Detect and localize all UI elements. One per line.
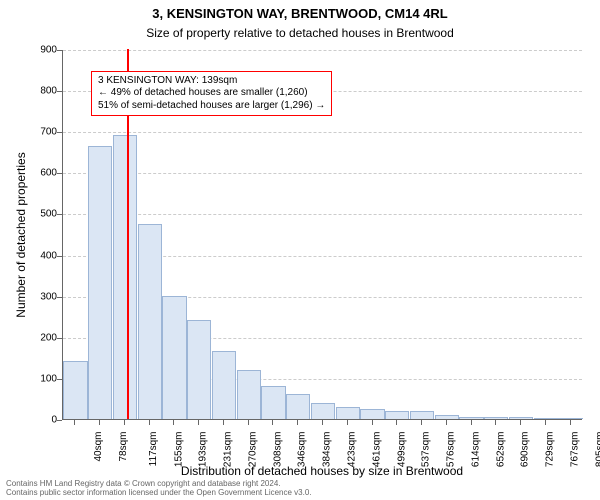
x-tick-mark [124,420,125,425]
y-tick-mark [57,256,62,257]
x-tick-mark [520,420,521,425]
y-tick-label: 800 [17,86,57,97]
y-tick-label: 900 [17,45,57,56]
y-tick-label: 500 [17,209,57,220]
annotation-line: ← 49% of detached houses are smaller (1,… [98,87,325,100]
histogram-bar [484,417,508,419]
histogram-bar [187,320,211,419]
footnote-line2: Contains public sector information licen… [6,489,312,498]
x-tick-label: 40sqm [93,432,104,462]
chart-container: 3, KENSINGTON WAY, BRENTWOOD, CM14 4RL S… [0,0,600,500]
x-tick-mark [396,420,397,425]
histogram-bar [286,394,310,419]
y-tick-label: 200 [17,332,57,343]
annotation-line: 51% of semi-detached houses are larger (… [98,100,325,113]
histogram-bar [534,418,558,419]
x-tick-label: 461sqm [371,432,382,468]
x-tick-label: 729sqm [545,432,556,468]
x-tick-label: 767sqm [569,432,580,468]
x-tick-mark [223,420,224,425]
histogram-bar [237,370,261,419]
grid-line [63,173,582,174]
annotation-box: 3 KENSINGTON WAY: 139sqm← 49% of detache… [91,71,332,117]
x-tick-label: 805sqm [594,432,600,468]
y-tick-label: 100 [17,373,57,384]
x-tick-mark [297,420,298,425]
y-tick-mark [57,420,62,421]
x-tick-label: 155sqm [173,432,184,468]
y-tick-mark [57,132,62,133]
chart-title: 3, KENSINGTON WAY, BRENTWOOD, CM14 4RL [0,6,600,21]
y-tick-mark [57,297,62,298]
y-tick-label: 400 [17,250,57,261]
histogram-bar [558,418,582,419]
x-tick-mark [446,420,447,425]
x-tick-mark [74,420,75,425]
y-axis-label-wrap: Number of detached properties [14,50,28,420]
grid-line [63,132,582,133]
histogram-bar [385,411,409,419]
chart-subtitle: Size of property relative to detached ho… [0,26,600,40]
histogram-bar [162,296,186,419]
x-tick-label: 308sqm [272,432,283,468]
x-tick-mark [149,420,150,425]
x-tick-mark [248,420,249,425]
histogram-bar [435,415,459,419]
histogram-bar [88,146,112,419]
x-tick-mark [421,420,422,425]
y-tick-mark [57,50,62,51]
x-tick-label: 423sqm [347,432,358,468]
histogram-bar [113,135,137,419]
x-tick-mark [99,420,100,425]
plot-area: 3 KENSINGTON WAY: 139sqm← 49% of detache… [62,50,582,420]
y-tick-mark [57,91,62,92]
x-tick-mark [570,420,571,425]
x-tick-label: 537sqm [421,432,432,468]
histogram-bar [410,411,434,419]
x-tick-label: 78sqm [118,432,129,462]
histogram-bar [138,224,162,419]
footnote: Contains HM Land Registry data © Crown c… [6,480,312,498]
y-tick-label: 0 [17,415,57,426]
x-tick-label: 346sqm [297,432,308,468]
histogram-bar [311,403,335,419]
annotation-line: 3 KENSINGTON WAY: 139sqm [98,75,325,88]
histogram-bar [336,407,360,419]
grid-line [63,214,582,215]
x-tick-mark [372,420,373,425]
x-tick-mark [322,420,323,425]
x-tick-label: 193sqm [198,432,209,468]
y-tick-label: 300 [17,291,57,302]
y-tick-label: 600 [17,168,57,179]
x-tick-label: 231sqm [223,432,234,468]
histogram-bar [360,409,384,419]
x-tick-mark [272,420,273,425]
x-tick-label: 576sqm [446,432,457,468]
y-tick-mark [57,173,62,174]
x-tick-label: 614sqm [470,432,481,468]
y-tick-mark [57,338,62,339]
x-tick-label: 117sqm [148,432,159,467]
x-tick-label: 652sqm [495,432,506,468]
x-tick-mark [173,420,174,425]
x-tick-mark [545,420,546,425]
x-tick-label: 690sqm [520,432,531,468]
y-tick-mark [57,379,62,380]
y-tick-label: 700 [17,127,57,138]
x-tick-mark [347,420,348,425]
histogram-bar [63,361,87,419]
y-tick-mark [57,214,62,215]
histogram-bar [212,351,236,419]
x-tick-label: 384sqm [322,432,333,468]
x-tick-label: 499sqm [396,432,407,468]
x-tick-mark [198,420,199,425]
grid-line [63,50,582,51]
x-tick-label: 270sqm [248,432,259,468]
x-tick-mark [495,420,496,425]
histogram-bar [261,386,285,419]
histogram-bar [459,417,483,419]
histogram-bar [509,417,533,419]
x-tick-mark [471,420,472,425]
